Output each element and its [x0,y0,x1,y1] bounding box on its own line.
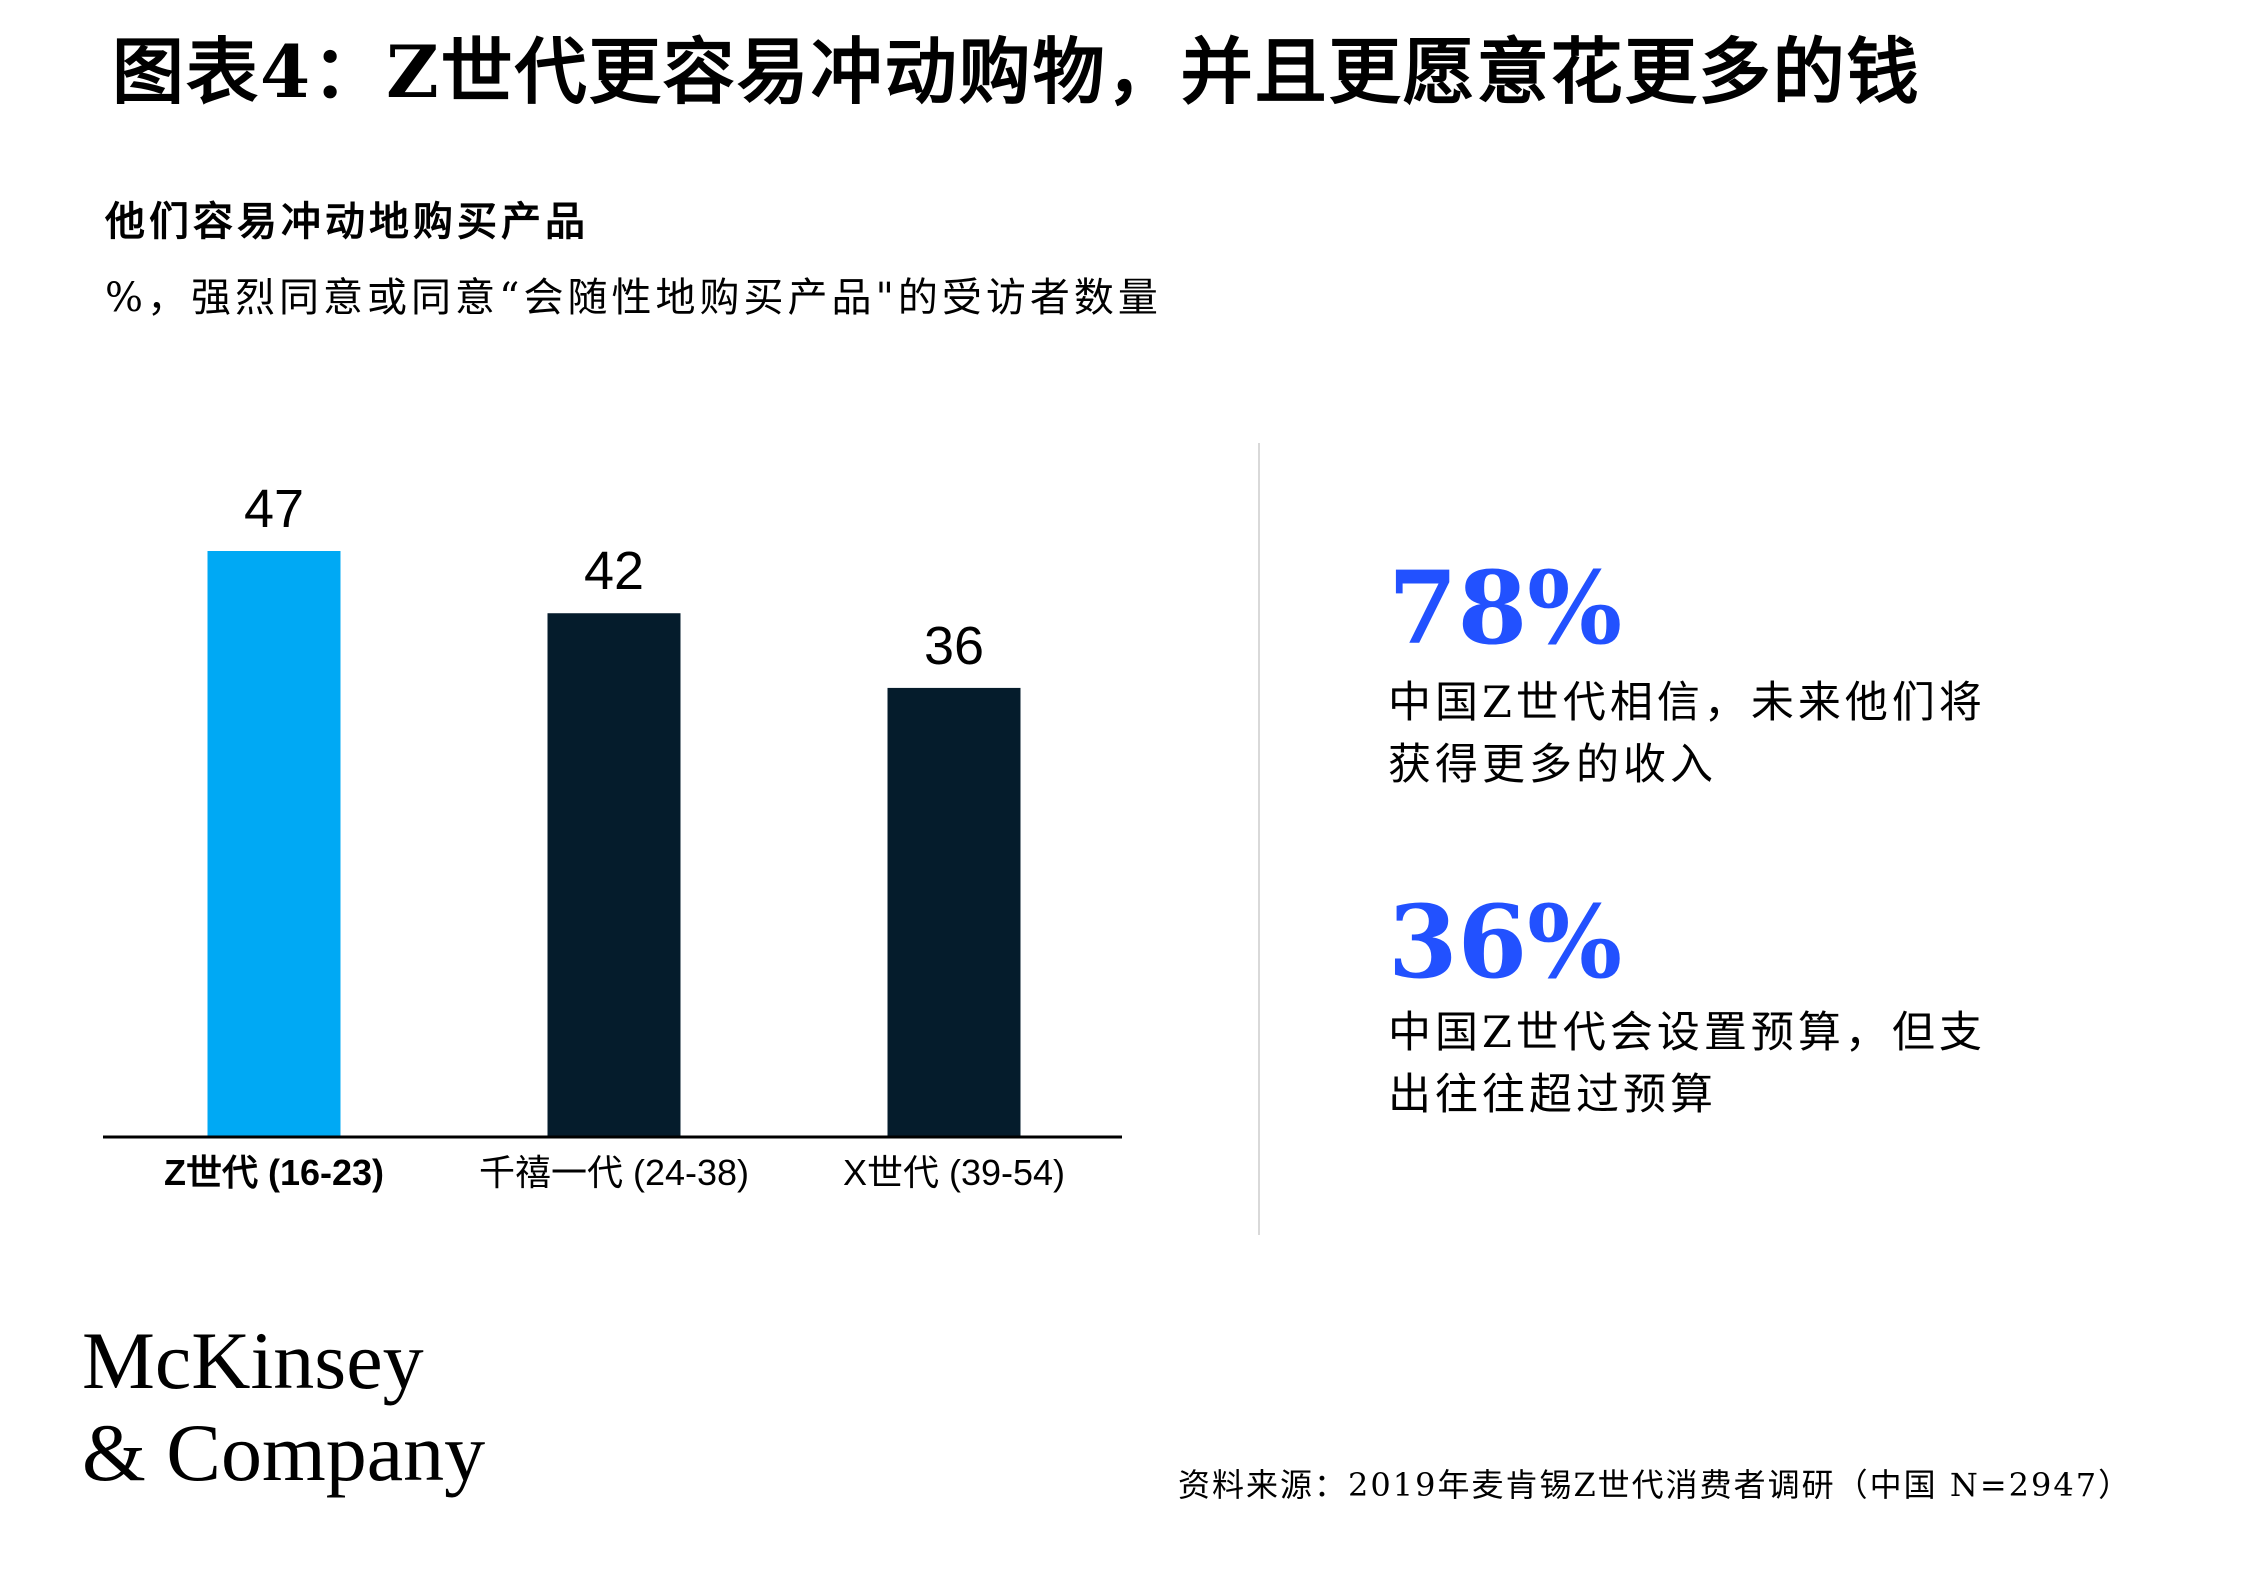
stat-value: 36% [1388,883,1623,1001]
stat-description-line: 中国Z世代相信，未来他们将 [1388,678,1986,728]
data-label: 42 [584,541,644,601]
page-title: 图表4：Z世代更容易冲动购物，并且更愿意花更多的钱 [112,29,1921,114]
stat-description: 中国Z世代相信，未来他们将 获得更多的收入 [1388,672,2108,796]
stat-value: 78% [1388,549,1623,667]
divider [1258,443,1260,1235]
mckinsey-logo: McKinsey & Company [82,1315,485,1499]
bar [207,551,341,1136]
bar [887,687,1021,1136]
stat-description-line: 出往往超过预算 [1388,1070,1717,1120]
data-label: 47 [244,479,304,539]
stat-description-line: 中国Z世代会设置预算，但支 [1388,1008,1986,1058]
category-label: Z世代 (16-23) [164,1152,384,1193]
bar-chart: 47 Z世代 (16-23) 42 千禧一代 (24-38) 36 X世代 (39-54) [103,479,1122,1193]
stat-description: 中国Z世代会设置预算，但支 出往往超过预算 [1388,1002,2108,1126]
bar [547,613,681,1136]
stat-description-line: 获得更多的收入 [1388,740,1717,790]
category-label: X世代 (39-54) [843,1152,1065,1193]
stat-block-2: 36% 中国Z世代会设置预算，但支 出往往超过预算 [1388,882,2108,1126]
source-note: 资料来源：2019年麦肯锡Z世代消费者调研（中国 N=2947） [1178,1466,2133,1504]
stat-block-1: 78% 中国Z世代相信，未来他们将 获得更多的收入 [1388,548,2108,796]
unit-note: %，强烈同意或同意“会随性地购买产品"的受访者数量 [105,275,1162,321]
category-label: 千禧一代 (24-38) [479,1152,749,1193]
chart-subtitle: 他们容易冲动地购买产品 [105,198,589,245]
data-label: 36 [924,616,984,676]
logo-line: McKinsey [82,1315,424,1406]
logo-line: & Company [82,1407,486,1498]
